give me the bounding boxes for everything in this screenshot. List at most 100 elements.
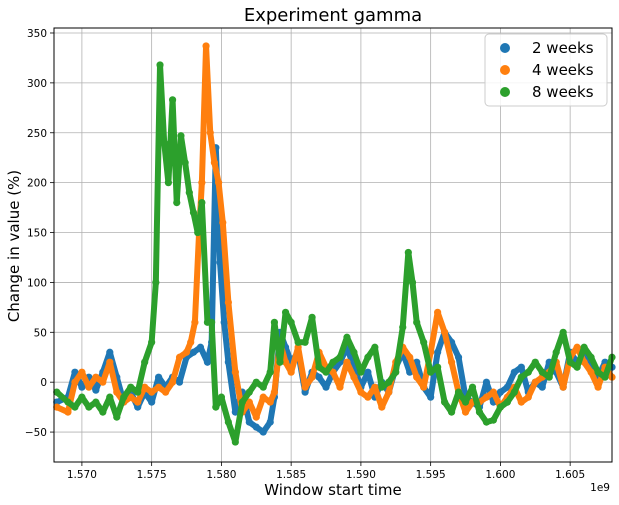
series-line bbox=[53, 61, 615, 446]
data-point bbox=[175, 378, 184, 386]
data-point bbox=[182, 348, 191, 356]
data-point bbox=[53, 388, 61, 396]
data-point bbox=[259, 383, 267, 391]
data-point bbox=[238, 398, 246, 406]
data-point bbox=[168, 378, 177, 386]
data-point bbox=[155, 383, 163, 391]
data-point bbox=[350, 373, 358, 381]
data-point bbox=[148, 388, 156, 396]
data-point bbox=[531, 358, 539, 366]
data-point bbox=[162, 388, 170, 396]
chart-title: Experiment gamma bbox=[244, 5, 422, 26]
data-point bbox=[336, 383, 344, 391]
data-point bbox=[524, 393, 532, 401]
data-point bbox=[276, 358, 284, 366]
x-tick-label: 1.600 bbox=[485, 469, 515, 481]
data-point bbox=[266, 398, 274, 406]
data-point bbox=[496, 388, 504, 396]
data-point bbox=[245, 418, 253, 426]
data-point bbox=[489, 416, 498, 424]
data-point bbox=[181, 159, 189, 167]
data-point bbox=[294, 343, 302, 351]
y-tick-label: 50 bbox=[34, 327, 47, 339]
data-point bbox=[517, 373, 525, 381]
data-point bbox=[266, 418, 274, 426]
data-point bbox=[517, 363, 525, 371]
grid bbox=[54, 28, 612, 462]
y-tick-label: 0 bbox=[40, 377, 47, 389]
y-axis-ticks: −50 0 50 100 150 200 250 300 350 bbox=[25, 28, 54, 439]
data-point bbox=[427, 368, 435, 376]
data-point bbox=[220, 318, 228, 326]
data-point bbox=[78, 393, 86, 401]
data-point bbox=[413, 318, 421, 326]
data-point bbox=[173, 198, 181, 207]
series-8-weeks bbox=[53, 61, 616, 446]
data-point bbox=[216, 258, 224, 267]
data-point bbox=[420, 338, 428, 346]
data-point bbox=[215, 179, 223, 187]
data-point bbox=[259, 428, 267, 436]
data-point bbox=[113, 413, 121, 421]
x-tick-label: 1.575 bbox=[137, 469, 167, 481]
x-tick-label: 1.590 bbox=[346, 469, 376, 481]
data-point bbox=[120, 393, 128, 401]
data-point bbox=[294, 338, 302, 346]
data-point bbox=[524, 368, 532, 376]
data-point bbox=[287, 368, 295, 376]
data-point bbox=[371, 383, 379, 391]
data-point bbox=[270, 318, 279, 326]
y-tick-label: 200 bbox=[27, 178, 47, 190]
data-point bbox=[378, 403, 386, 411]
data-point bbox=[198, 198, 206, 207]
data-point bbox=[187, 338, 195, 346]
data-point bbox=[594, 368, 602, 376]
data-point bbox=[152, 278, 160, 287]
data-point bbox=[482, 378, 491, 386]
data-point bbox=[594, 383, 602, 391]
data-point bbox=[538, 368, 546, 376]
data-point bbox=[427, 393, 435, 401]
data-point bbox=[160, 139, 168, 147]
data-point bbox=[364, 393, 372, 401]
data-point bbox=[231, 368, 239, 376]
data-point bbox=[208, 318, 216, 326]
data-point bbox=[189, 208, 198, 217]
data-point bbox=[92, 398, 100, 406]
data-point bbox=[106, 393, 114, 401]
data-point bbox=[510, 368, 518, 376]
data-point bbox=[503, 383, 511, 391]
data-point bbox=[148, 398, 156, 406]
plot-frame bbox=[53, 27, 613, 463]
data-point bbox=[92, 386, 100, 394]
data-point bbox=[252, 423, 260, 431]
data-point bbox=[559, 328, 567, 336]
data-point bbox=[371, 343, 379, 351]
data-point bbox=[420, 383, 428, 391]
data-point bbox=[413, 373, 421, 381]
data-point bbox=[308, 373, 316, 381]
data-point bbox=[482, 393, 491, 401]
data-point bbox=[441, 328, 449, 336]
data-point bbox=[454, 353, 463, 361]
data-point bbox=[441, 398, 449, 406]
data-point bbox=[301, 383, 309, 391]
y-tick-label: 300 bbox=[27, 78, 47, 90]
legend-marker-8-weeks bbox=[500, 87, 510, 97]
data-point bbox=[224, 418, 232, 426]
data-point bbox=[447, 358, 456, 366]
data-point bbox=[364, 353, 372, 361]
data-point bbox=[322, 368, 330, 376]
data-point bbox=[224, 358, 232, 366]
x-axis-offset-label: 1e9 bbox=[590, 482, 610, 494]
legend-box bbox=[484, 33, 608, 107]
y-axis-label: Change in value (%) bbox=[5, 170, 23, 322]
x-tick-label: 1.595 bbox=[416, 469, 446, 481]
data-point bbox=[191, 318, 199, 326]
x-axis-label: Window start time bbox=[264, 481, 402, 499]
data-point bbox=[322, 383, 330, 391]
data-point bbox=[113, 388, 121, 396]
x-axis-ticks: 1.570 1.575 1.580 1.585 1.590 1.595 1.600 1.605 bbox=[67, 462, 585, 481]
data-point bbox=[71, 403, 79, 411]
data-point bbox=[573, 363, 581, 371]
